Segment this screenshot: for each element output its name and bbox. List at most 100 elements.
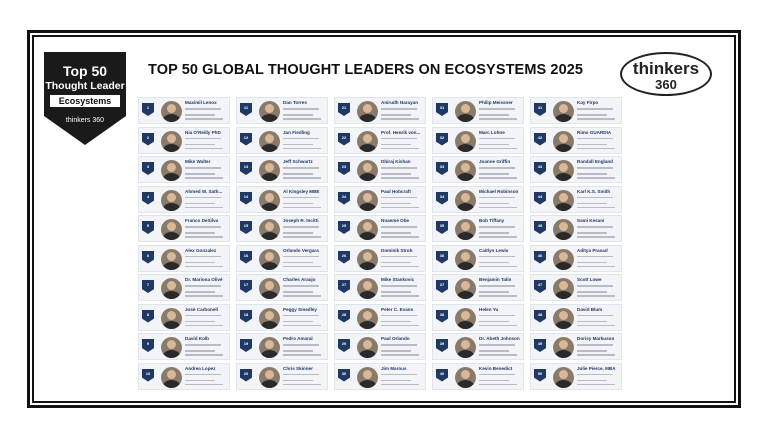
avatar — [161, 248, 182, 270]
leader-card[interactable]: 23 Dhiraj Kishan — [334, 156, 426, 183]
avatar — [161, 366, 182, 388]
detail-line — [479, 354, 517, 356]
detail-line — [479, 344, 515, 346]
leader-name: Philip Meissner — [479, 100, 513, 105]
avatar — [553, 130, 574, 152]
leader-card[interactable]: 48 David Blum — [530, 303, 622, 331]
leader-card[interactable]: 8 Josè Carbonell — [138, 303, 230, 331]
leader-card[interactable]: 13 Jeff Schwartz — [236, 156, 328, 183]
leader-card[interactable]: 17 Charles Araujo — [236, 274, 328, 301]
leader-card[interactable]: 20 Chris Skinner — [236, 362, 328, 390]
detail-line — [185, 324, 223, 326]
leader-card[interactable]: 12 Jan Fiedling — [236, 126, 328, 154]
leader-card[interactable]: 43 Randall England — [530, 156, 622, 183]
detail-line — [381, 350, 411, 352]
leader-card[interactable]: 1 Maximil Lenox — [138, 97, 230, 124]
leader-card[interactable]: 27 Mike Stankovic — [334, 274, 426, 301]
detail-line — [185, 285, 221, 287]
leader-card[interactable]: 47 Scott Lowe — [530, 274, 622, 301]
logo-oval-icon — [620, 52, 712, 96]
leader-card[interactable]: 44 Karl K.S. Smith — [530, 185, 622, 213]
leader-card[interactable]: 32 Marc Lohne — [432, 126, 524, 154]
leader-card[interactable]: 49 Dorisy Markuson — [530, 333, 622, 360]
rank-badge: 24 — [338, 191, 350, 205]
leader-card[interactable]: 25 Nnaeme Obe — [334, 215, 426, 242]
leader-card[interactable]: 11 Dan Torres — [236, 97, 328, 124]
leader-card[interactable]: 36 Caitlyn Lewis — [432, 244, 524, 272]
leader-card[interactable]: 40 Kevin Benedict — [432, 362, 524, 390]
detail-line — [381, 261, 411, 263]
leader-card[interactable]: 21 Anirudh Narayan — [334, 97, 426, 124]
leader-card[interactable]: 28 Peter C. Evans — [334, 303, 426, 331]
avatar — [161, 278, 182, 299]
detail-line — [381, 143, 411, 145]
leader-card[interactable]: 16 Orlando Vergara — [236, 244, 328, 272]
detail-line — [283, 196, 319, 198]
leader-card[interactable]: 35 Bob Tiffany — [432, 215, 524, 242]
rank-badge: 50 — [534, 368, 546, 382]
detail-line — [381, 177, 419, 179]
detail-line — [479, 108, 515, 110]
avatar — [161, 130, 182, 152]
leader-card[interactable]: 10 Andrea Lopez — [138, 362, 230, 390]
leader-card[interactable]: 31 Philip Meissner — [432, 97, 524, 124]
leader-card[interactable]: 41 Kay Firpo — [530, 97, 622, 124]
leader-card[interactable]: 18 Peggy Smedley — [236, 303, 328, 331]
leader-name: Sami Kesani — [577, 218, 605, 223]
leader-card[interactable]: 9 David Kolb — [138, 333, 230, 360]
leader-card[interactable]: 5 Franco DeSilva — [138, 215, 230, 242]
leader-card[interactable]: 34 Michael Robinson — [432, 185, 524, 213]
leader-card[interactable]: 42 Rimo GUARDIA — [530, 126, 622, 154]
detail-line — [283, 236, 321, 238]
detail-line — [479, 177, 517, 179]
detail-line — [577, 236, 615, 238]
leader-name: Karl K.S. Smith — [577, 188, 611, 194]
leader-card[interactable]: 24 Paul Hobcraft — [334, 185, 426, 213]
detail-line — [381, 206, 419, 208]
leader-card[interactable]: 39 Dr. Abeth Johnson — [432, 333, 524, 360]
leader-name: Randall England — [577, 159, 613, 164]
detail-line — [577, 226, 613, 228]
rank-badge: 31 — [436, 103, 448, 116]
leader-name: Andrea Lopez — [185, 365, 216, 371]
detail-line — [381, 291, 411, 293]
avatar — [553, 101, 574, 122]
leader-name: Dr. Mariona Olivé — [185, 277, 223, 282]
leader-card[interactable]: 26 Dominik Stroh — [334, 244, 426, 272]
leader-card[interactable]: 33 Joanne Griffin — [432, 156, 524, 183]
leader-name: Dhiraj Kishan — [381, 159, 411, 164]
leader-card[interactable]: 15 Joseph R. Incitti — [236, 215, 328, 242]
leader-card[interactable]: 19 Pedro Amaral — [236, 333, 328, 360]
leader-card[interactable]: 4 Ahmed W. Sath... — [138, 185, 230, 213]
leader-card[interactable]: 6 Alex Gonzalez — [138, 244, 230, 272]
avatar — [357, 189, 378, 211]
leader-name: Marc Lohne — [479, 129, 505, 135]
leader-card[interactable]: 45 Sami Kesani — [530, 215, 622, 242]
leader-card[interactable]: 30 Jim Marous — [334, 362, 426, 390]
leader-card[interactable]: 37 Benjamin Talin — [432, 274, 524, 301]
detail-line — [283, 320, 313, 322]
leader-card[interactable]: 22 Prof. Henrik von... — [334, 126, 426, 154]
leader-card[interactable]: 50 Julie Pierce, MBA — [530, 362, 622, 390]
leader-card[interactable]: 2 Nia O'Reilly PhD — [138, 126, 230, 154]
leader-card[interactable]: 7 Dr. Mariona Olivé — [138, 274, 230, 301]
detail-line — [283, 114, 313, 116]
leader-card[interactable]: 46 Aditya Prasad — [530, 244, 622, 272]
detail-line — [185, 118, 223, 120]
detail-line — [577, 177, 615, 179]
detail-line — [479, 147, 517, 149]
rank-badge: 45 — [534, 221, 546, 234]
leader-card[interactable]: 3 Mike Walter — [138, 156, 230, 183]
badge-brand: thinkers 360 — [65, 117, 105, 124]
leader-name: Benjamin Talin — [479, 277, 512, 282]
detail-line — [577, 255, 613, 257]
leader-card[interactable]: 14 Al Kingsley MBE — [236, 185, 328, 213]
avatar — [259, 307, 280, 329]
rank-badge: 28 — [338, 309, 350, 323]
leader-card[interactable]: 29 Paul Orlando — [334, 333, 426, 360]
leaders-grid: 1 Maximil Lenox 2 Nia O'Reilly PhD 3 Mike Wal… — [138, 97, 624, 393]
leader-name: Charles Araujo — [283, 277, 316, 282]
rank-badge: 18 — [240, 309, 252, 323]
leader-card[interactable]: 38 Helen Yu — [432, 303, 524, 331]
leader-name: Jim Marous — [381, 365, 407, 371]
